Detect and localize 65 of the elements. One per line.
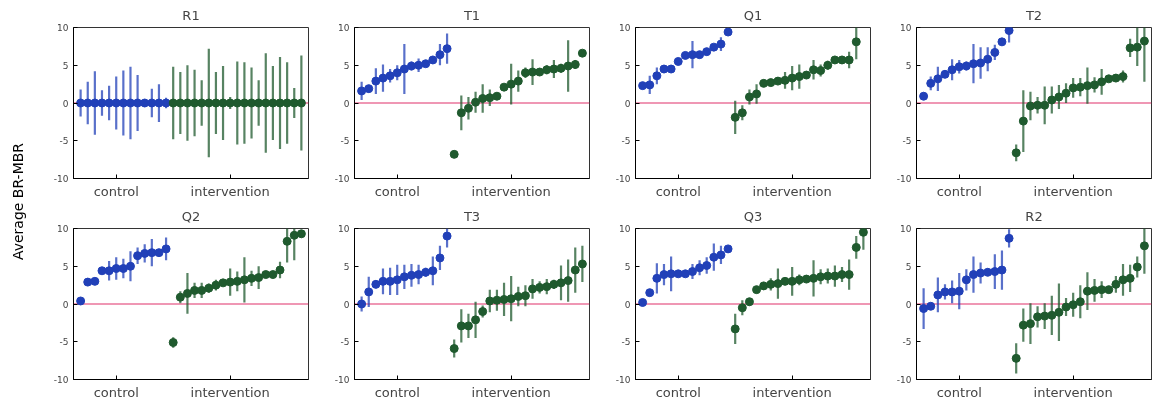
y-tick-label: -10 [53, 174, 69, 184]
x-tick-label: control [655, 183, 701, 199]
x-tick-label: intervention [1033, 183, 1113, 199]
y-tick-label: -10 [334, 375, 350, 385]
y-tick-label: -5 [902, 136, 912, 147]
y-tick-label: 5 [343, 261, 350, 272]
x-tick-label: control [374, 384, 420, 400]
x-tick-label: intervention [471, 384, 551, 400]
y-tick-label: -5 [59, 136, 69, 147]
y-tick-label: 0 [62, 98, 69, 109]
x-tick-label: intervention [471, 183, 551, 199]
x-tick-label: intervention [190, 183, 270, 199]
chart-title: R1 [182, 7, 200, 23]
y-tick-label: 5 [62, 60, 69, 71]
x-tick-label: control [93, 384, 139, 400]
y-tick-label: 5 [905, 60, 912, 71]
y-tick-label: 10 [900, 23, 912, 33]
y-tick-label: -5 [902, 337, 912, 348]
y-tick-label: 0 [62, 299, 69, 310]
y-tick-label: -10 [334, 174, 350, 184]
y-tick-label: 10 [619, 23, 631, 33]
y-tick-label: -5 [59, 337, 69, 348]
chart-title: T2 [1024, 7, 1043, 23]
y-tick-label: 5 [905, 261, 912, 272]
y-tick-label: 5 [343, 60, 350, 71]
chart-title: Q3 [743, 208, 763, 224]
x-tick-label: intervention [752, 384, 832, 400]
x-tick-label: control [655, 384, 701, 400]
y-tick-label: 5 [624, 60, 631, 71]
y-tick-label: 5 [624, 261, 631, 272]
y-tick-label: 0 [905, 299, 912, 310]
y-tick-label: -10 [53, 375, 69, 385]
x-tick-label: intervention [190, 384, 270, 400]
y-tick-label: -5 [621, 136, 631, 147]
y-axis-title: Average BR-MBR [10, 142, 26, 261]
x-tick-label: control [936, 384, 982, 400]
x-tick-label: control [936, 183, 982, 199]
y-tick-label: 5 [62, 261, 69, 272]
y-tick-label: 0 [905, 98, 912, 109]
y-tick-label: 10 [338, 224, 350, 234]
y-tick-label: -5 [340, 337, 350, 348]
y-tick-label: 0 [343, 98, 350, 109]
y-tick-label: 10 [57, 224, 69, 234]
y-tick-label: 10 [619, 224, 631, 234]
chart-title: R2 [1025, 208, 1043, 224]
chart-title: Q2 [181, 208, 201, 224]
y-tick-label: -10 [896, 375, 912, 385]
chart-title: T3 [462, 208, 481, 224]
y-tick-label: -10 [615, 174, 631, 184]
x-tick-label: control [374, 183, 420, 199]
chart-title: Q1 [743, 7, 763, 23]
x-tick-label: intervention [752, 183, 832, 199]
y-tick-label: -10 [615, 375, 631, 385]
y-tick-label: -5 [621, 337, 631, 348]
y-tick-label: 10 [338, 23, 350, 33]
x-tick-label: control [93, 183, 139, 199]
x-tick-label: intervention [1033, 384, 1113, 400]
y-tick-label: -5 [340, 136, 350, 147]
y-tick-label: 10 [57, 23, 69, 33]
y-tick-label: 0 [624, 299, 631, 310]
y-tick-label: 0 [624, 98, 631, 109]
y-tick-label: -10 [896, 174, 912, 184]
y-tick-label: 0 [343, 299, 350, 310]
chart-title: T1 [462, 7, 481, 23]
y-tick-label: 10 [900, 224, 912, 234]
